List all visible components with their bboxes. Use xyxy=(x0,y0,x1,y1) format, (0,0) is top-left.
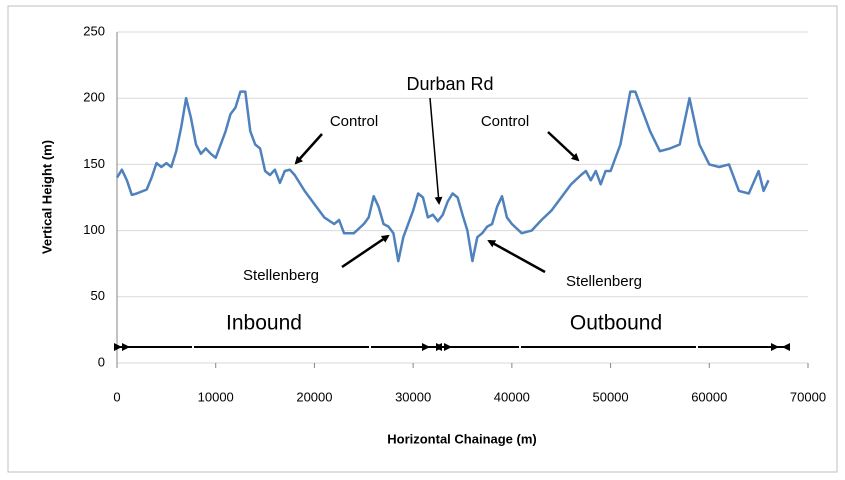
annotation: Stellenberg xyxy=(243,267,319,284)
y-tick-label: 150 xyxy=(83,156,105,171)
y-axis-label: Vertical Height (m) xyxy=(39,140,54,254)
annotation: Control xyxy=(330,113,378,130)
x-tick-label: 10000 xyxy=(198,389,234,404)
x-tick-label: 30000 xyxy=(395,389,431,404)
y-tick-label: 50 xyxy=(91,288,105,303)
x-tick-label: 50000 xyxy=(592,389,628,404)
x-tick-label: 40000 xyxy=(494,389,530,404)
annotation: Durban Rd xyxy=(406,74,493,94)
x-tick-label: 20000 xyxy=(296,389,332,404)
y-tick-label: 0 xyxy=(98,354,105,369)
annotation: Outbound xyxy=(570,312,662,335)
annotation: Inbound xyxy=(226,312,302,335)
y-tick-label: 250 xyxy=(83,23,105,38)
x-tick-label: 60000 xyxy=(691,389,727,404)
chart-frame xyxy=(7,5,838,473)
annotation-arrows xyxy=(114,97,790,351)
x-tick-label: 0 xyxy=(113,389,120,404)
annotation: Control xyxy=(481,113,529,130)
x-axis-label: Horizontal Chainage (m) xyxy=(387,431,537,446)
x-tick-label: 70000 xyxy=(790,389,826,404)
annotation: Stellenberg xyxy=(566,273,642,290)
data-line xyxy=(115,90,770,263)
y-tick-label: 100 xyxy=(83,222,105,237)
y-tick-label: 200 xyxy=(83,90,105,105)
